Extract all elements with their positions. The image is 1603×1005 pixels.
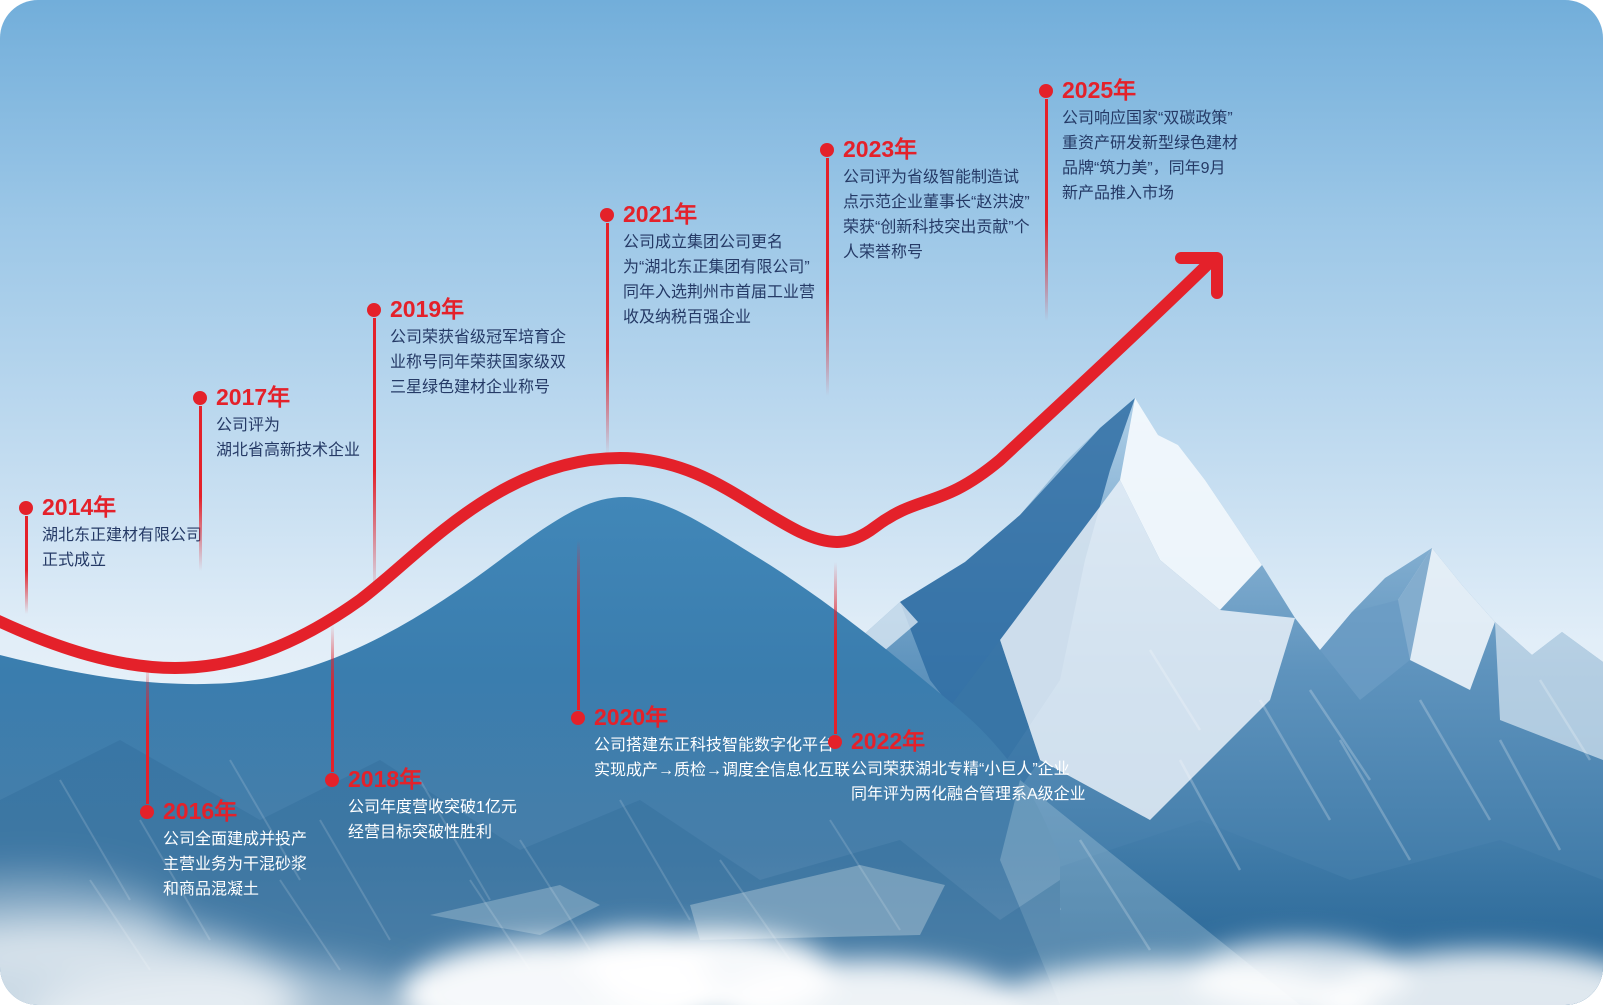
milestone-year: 2017年 — [216, 384, 291, 410]
milestone-text: 公司评为省级智能制造试 点示范企业董事长“赵洪波” 荣获“创新科技突出贡献”个 … — [843, 169, 1030, 261]
milestone-text: 公司评为 湖北省高新技术企业 — [216, 417, 361, 459]
milestone-year: 2022年 — [851, 728, 926, 754]
milestone-text: 公司响应国家“双碳政策” 重资产研发新型绿色建材 品牌“筑力美”，同年9月 新产… — [1062, 110, 1239, 202]
milestone-year: 2020年 — [594, 704, 669, 730]
timeline-dot — [193, 391, 207, 405]
timeline-stem — [576, 540, 580, 710]
milestone-text: 公司成立集团公司更名 为“湖北东正集团有限公司” 同年入选荆州市首届工业营 收及… — [623, 234, 816, 326]
growth-curve — [0, 258, 1214, 674]
milestone-text: 公司搭建东正科技智能数字化平台 实现成产→质检→调度全信息化互联 — [594, 737, 851, 779]
blue-wave-hill — [0, 497, 1300, 1005]
timeline-dot — [325, 773, 339, 787]
timeline-stem — [825, 158, 829, 396]
milestone-year: 2021年 — [623, 201, 698, 227]
milestone-year: 2016年 — [163, 798, 238, 824]
milestone-year: 2025年 — [1062, 77, 1137, 103]
timeline-dot — [140, 805, 154, 819]
timeline-stem — [198, 406, 202, 571]
growth-arrow-icon — [0, 252, 1223, 674]
milestone-text: 公司荣获湖北专精“小巨人”企业 同年评为两化融合管理系A级企业 — [851, 761, 1086, 803]
timeline-stem — [833, 562, 837, 734]
timeline-stem — [330, 624, 334, 772]
timeline-stem — [1044, 99, 1048, 321]
timeline-dot — [1039, 84, 1053, 98]
milestone-year: 2023年 — [843, 136, 918, 162]
timeline-dot — [828, 735, 842, 749]
clouds — [0, 875, 1603, 1005]
timeline-stem — [145, 664, 149, 804]
timeline-dot — [820, 143, 834, 157]
timeline-stem — [372, 318, 376, 596]
timeline-dot — [19, 501, 33, 515]
milestone-year: 2014年 — [42, 494, 117, 520]
timeline-dot — [600, 208, 614, 222]
timeline-dot — [367, 303, 381, 317]
timeline-dot — [571, 711, 585, 725]
milestone-text: 公司年度营收突破1亿元 经营目标突破性胜利 — [348, 799, 517, 841]
milestone-year: 2018年 — [348, 766, 423, 792]
timeline-stem — [24, 516, 28, 614]
arrowhead — [1175, 252, 1223, 299]
timeline-stem — [605, 223, 609, 455]
milestone-year: 2019年 — [390, 296, 465, 322]
milestone-text: 湖北东正建材有限公司 正式成立 — [42, 527, 203, 569]
milestone-text: 公司全面建成并投产 主营业务为干混砂浆 和商品混凝土 — [163, 831, 308, 898]
milestone-text: 公司荣获省级冠军培育企 业称号同年荣获国家级双 三星绿色建材企业称号 — [390, 329, 567, 396]
